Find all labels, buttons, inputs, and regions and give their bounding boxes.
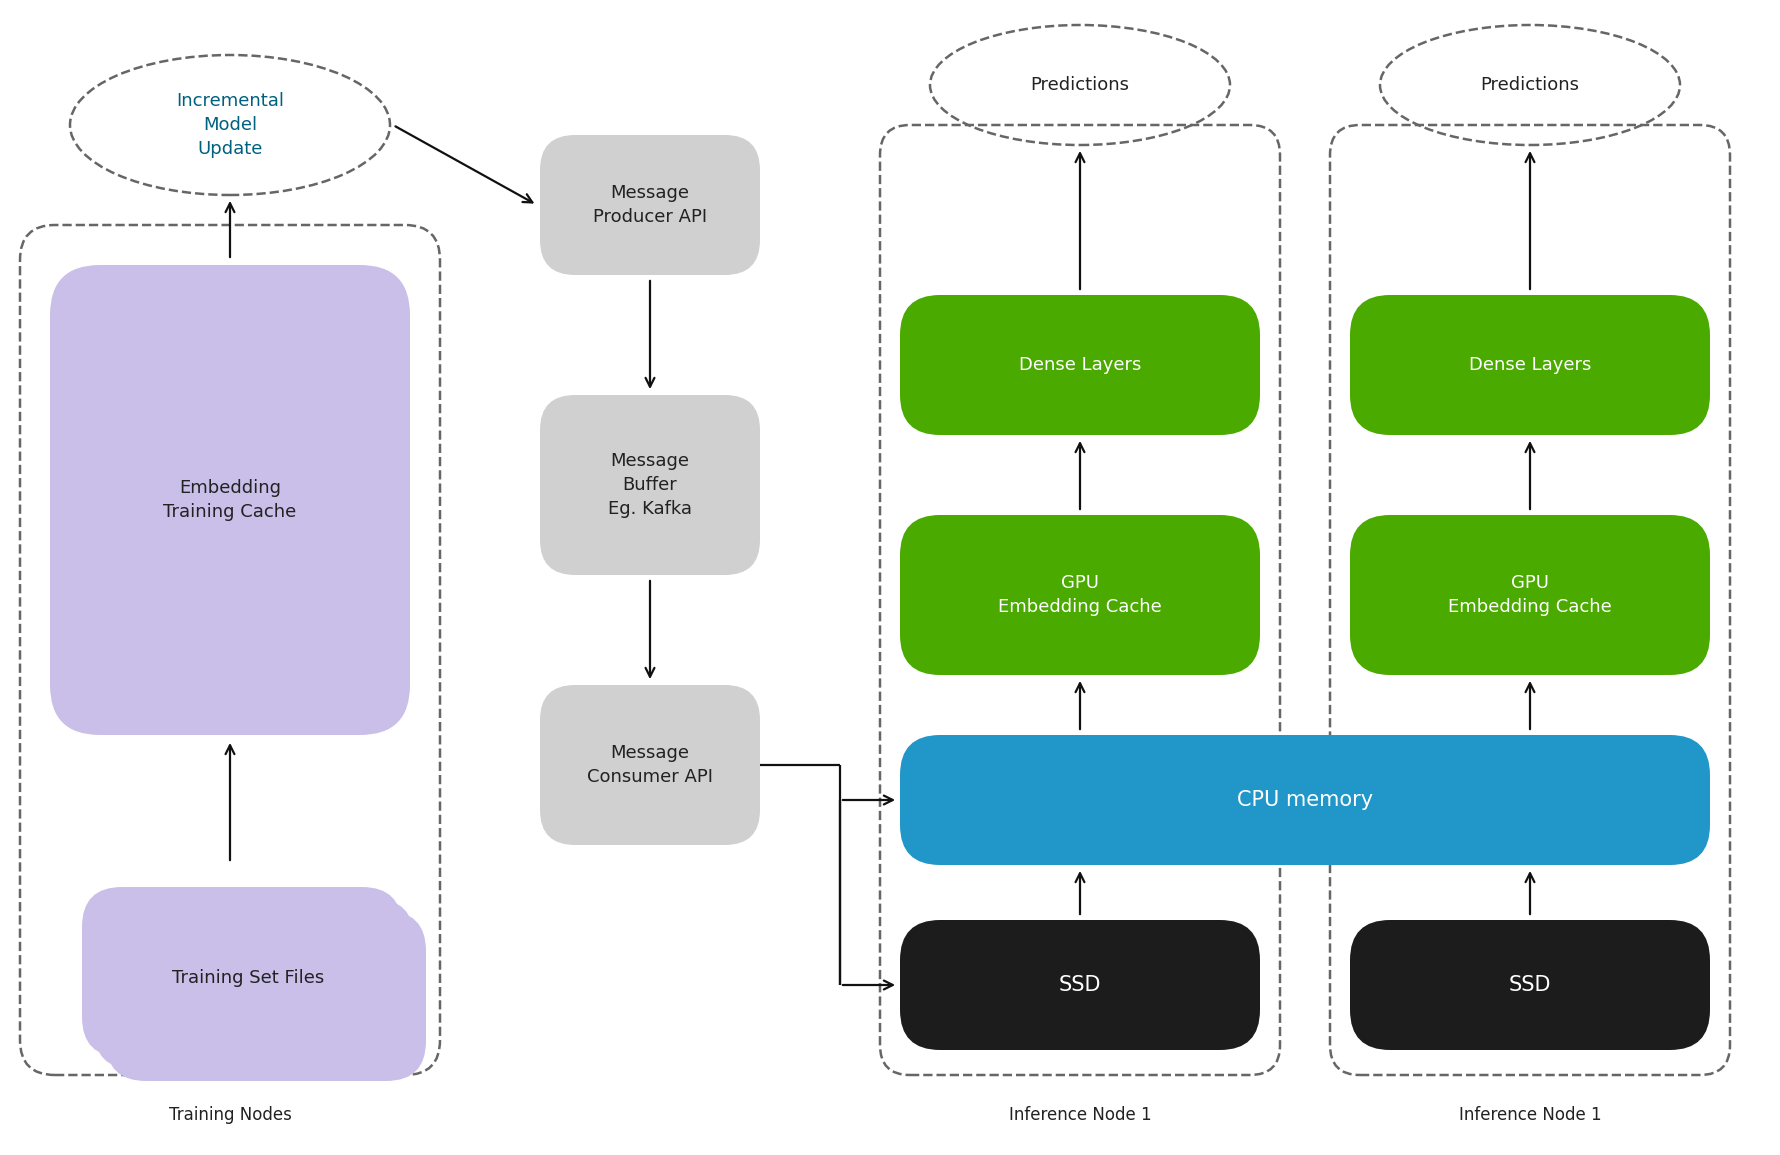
Text: Incremental
Model
Update: Incremental Model Update [176, 92, 285, 157]
Text: Message
Buffer
Eg. Kafka: Message Buffer Eg. Kafka [609, 453, 692, 517]
Text: Predictions: Predictions [1481, 76, 1579, 94]
FancyBboxPatch shape [1349, 921, 1711, 1050]
Text: CPU memory: CPU memory [1237, 790, 1372, 810]
Text: Inference Node 1: Inference Node 1 [1458, 1106, 1602, 1124]
FancyBboxPatch shape [539, 685, 760, 845]
FancyBboxPatch shape [94, 899, 415, 1070]
Text: Training Set Files: Training Set Files [173, 969, 324, 988]
Text: Dense Layers: Dense Layers [1468, 356, 1591, 374]
FancyBboxPatch shape [901, 515, 1260, 675]
Text: GPU
Embedding Cache: GPU Embedding Cache [999, 574, 1162, 616]
FancyBboxPatch shape [107, 911, 425, 1081]
Text: Dense Layers: Dense Layers [1018, 356, 1141, 374]
FancyBboxPatch shape [901, 921, 1260, 1050]
FancyBboxPatch shape [901, 735, 1711, 865]
Text: SSD: SSD [1059, 975, 1102, 994]
Text: Message
Producer API: Message Producer API [593, 184, 707, 225]
FancyBboxPatch shape [1349, 295, 1711, 435]
Text: Embedding
Training Cache: Embedding Training Cache [164, 479, 297, 521]
Text: Inference Node 1: Inference Node 1 [1009, 1106, 1152, 1124]
Text: Message
Consumer API: Message Consumer API [587, 744, 714, 785]
Text: SSD: SSD [1509, 975, 1550, 994]
Text: Training Nodes: Training Nodes [169, 1106, 292, 1124]
Text: GPU
Embedding Cache: GPU Embedding Cache [1449, 574, 1613, 616]
FancyBboxPatch shape [50, 264, 409, 735]
Text: Predictions: Predictions [1031, 76, 1130, 94]
FancyBboxPatch shape [82, 887, 402, 1057]
FancyBboxPatch shape [539, 395, 760, 575]
FancyBboxPatch shape [539, 135, 760, 275]
FancyBboxPatch shape [1349, 515, 1711, 675]
FancyBboxPatch shape [901, 295, 1260, 435]
